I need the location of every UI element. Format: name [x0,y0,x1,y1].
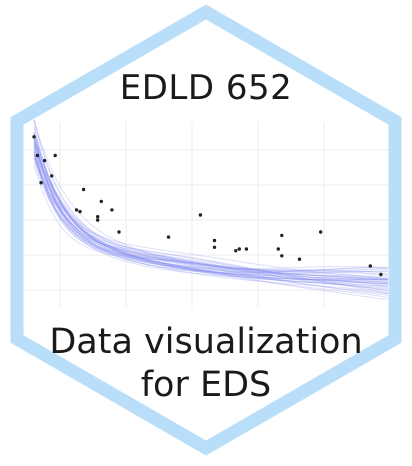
scatter-point [99,199,104,204]
bootstrap-curve [33,144,389,284]
scatter-point [39,181,43,185]
bootstrap-curve [33,152,389,296]
bootstrap-curve [33,132,389,281]
course-code: EDLD 652 [119,68,293,108]
bootstrap-curve [33,151,389,294]
scatter-point [32,135,36,139]
scatter-point [96,218,100,222]
scatter-points [32,135,383,277]
bootstrap-curve [33,154,389,288]
scatter-point [166,235,171,239]
chart-grid [24,122,394,308]
bootstrap-curve [33,138,389,280]
bootstrap-curve [33,158,389,280]
subtitle-line-1: Data visualization [49,322,363,362]
hex-background [17,12,395,448]
scatter-point [244,247,249,251]
scatter-point [53,153,57,158]
scatter-point [110,208,114,212]
bootstrap-curve [33,120,389,280]
bootstrap-smooth-curves [33,120,389,301]
scatter-point [237,247,241,251]
bootstrap-curve [33,126,389,284]
bootstrap-curve [33,136,388,280]
bootstrap-curve [33,153,389,301]
bootstrap-curve [33,143,389,292]
bootstrap-curve [33,148,389,290]
bootstrap-curve [33,120,389,276]
bootstrap-curve [33,149,389,280]
scatter-point [81,187,86,192]
bootstrap-curve [33,151,389,275]
bootstrap-curve [33,131,389,295]
bootstrap-curve [33,142,389,280]
scatter-point [35,153,40,158]
bootstrap-curve [33,137,389,281]
scatter-point [74,208,79,212]
bootstrap-curve [33,131,389,289]
bootstrap-curve [33,141,389,270]
scatter-point [50,174,54,178]
bootstrap-curve [33,143,389,294]
scatter-point [198,213,203,217]
bootstrap-curve [33,146,389,283]
bootstrap-curve [33,157,389,292]
scatter-point [280,254,284,258]
bootstrap-curve [33,152,389,273]
scatter-point [78,209,82,214]
bootstrap-curve [33,161,389,285]
subtitle-line-2: for EDS [140,365,272,405]
bootstrap-curve [33,120,389,282]
scatter-point [276,247,280,251]
scatter-point [42,158,47,163]
bootstrap-curve [33,154,389,273]
scatter-point [212,245,217,249]
hex-border [10,4,402,456]
scatter-point [319,230,323,234]
bootstrap-curve [33,139,389,298]
bootstrap-curve [33,164,389,287]
bootstrap-curve [33,134,389,287]
bootstrap-curve [33,126,389,284]
bootstrap-curve [33,155,389,278]
scatter-point [96,215,100,219]
bootstrap-curve [33,155,389,286]
bootstrap-curve [33,137,389,276]
bootstrap-curve [33,138,389,275]
scatter-point [212,238,217,243]
scatter-point [280,233,284,238]
scatter-point [117,230,121,234]
scatter-point [379,272,383,277]
bootstrap-curve [33,146,389,281]
scatter-point [234,249,238,253]
bootstrap-curve [33,146,389,272]
scatter-point [368,264,372,268]
bootstrap-curve [33,136,389,274]
bootstrap-curve [33,133,389,284]
scatter-point [297,257,302,261]
